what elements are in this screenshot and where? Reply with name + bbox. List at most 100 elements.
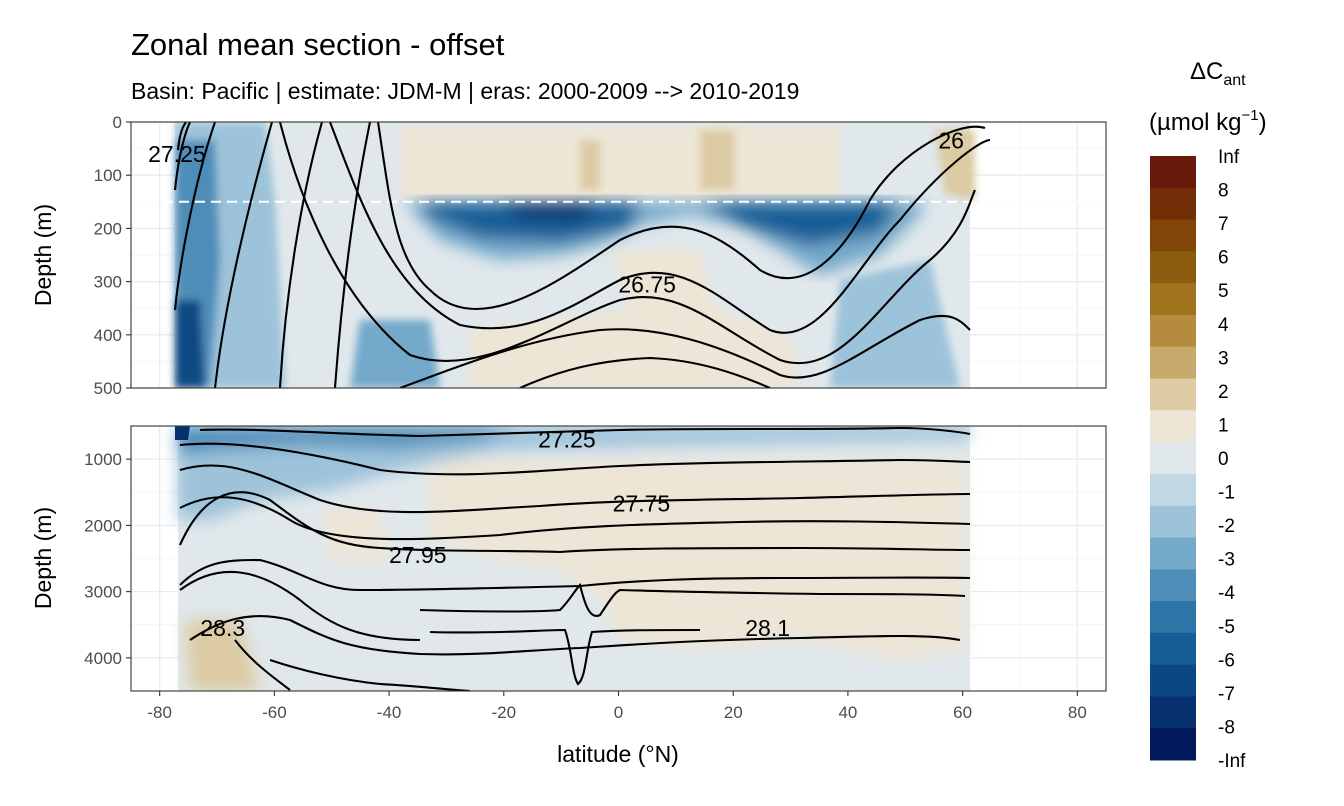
isopycnal-lower-3 [179,464,971,514]
x-tick-label: -40 [377,703,402,722]
legend-swatch [1150,442,1196,475]
lower-contour-labels: 27.25 27.75 27.95 28.3 28.1 [200,426,790,641]
legend-label: -3 [1218,550,1235,571]
y-tick-label: 400 [94,326,122,345]
legend-label: Inf [1218,147,1240,168]
lower-top-corner [175,426,190,440]
isopycnal-lower-1 [199,426,971,438]
isopycnal-upper-8 [329,122,991,334]
y-tick-label: 0 [113,113,122,132]
legend-swatch [1150,314,1196,348]
upper-surface-positive-3 [580,140,600,190]
contour-label: 27.75 [613,491,671,517]
upper-surface-positive [400,125,840,200]
legend-label: -8 [1218,717,1235,738]
legend-label: 2 [1218,382,1229,403]
lower-y-axis: 1000 2000 3000 4000 [84,450,131,668]
x-tick-label: 60 [953,703,972,722]
legend-title-subscript: ant [1223,72,1246,89]
legend-label: -2 [1218,516,1235,537]
contour-label: 28.3 [200,615,245,641]
legend-label: 1 [1218,415,1229,436]
lower-top-negative-2 [178,426,520,455]
legend-swatch [1150,378,1196,411]
legend-swatch [1150,664,1196,697]
contour-label: 27.95 [389,542,447,568]
legend-title: ΔCant [1190,58,1246,89]
isopycnal-upper-9 [278,122,976,365]
contour-label: 27.25 [538,426,596,452]
legend-label: 7 [1218,214,1229,235]
legend-units-main: (µmol kg [1149,109,1242,136]
upper-contour-labels: 27.25 26 26.75 [148,128,964,298]
upper-field [131,122,1106,388]
lower-positive-region [430,460,965,660]
isopycnal-lower-11 [234,639,291,691]
isopycnal-lower-2 [179,442,971,476]
legend-swatch [1150,219,1196,252]
contour-label: 28.1 [745,615,790,641]
legend-swatch [1150,251,1196,284]
contour-label: 27.25 [148,141,206,167]
y-tick-label: 200 [94,219,122,238]
legend-label: -6 [1218,650,1235,671]
upper-south-negative-3 [175,300,205,388]
y-axis-title-upper: Depth (m) [30,204,56,306]
isopycnal-lower-6 [179,491,971,554]
legend-swatch [1150,283,1196,316]
legend-swatch [1150,156,1196,189]
legend-colorbar: Inf 8 7 6 5 4 3 2 1 0 -1 -2 -3 -4 -5 -6 -7 -8 -Inf [1150,147,1246,772]
chart-title: Zonal mean section - offset [131,27,505,62]
isopycnal-upper-10 [399,314,971,388]
isopycnal-lower-8 [179,570,421,642]
legend-swatch [1150,601,1196,634]
legend-label: -1 [1218,483,1235,504]
legend-label: 3 [1218,348,1229,369]
legend-label: 0 [1218,449,1229,470]
legend-label: 5 [1218,281,1229,302]
y-axis-title-lower: Depth (m) [30,507,56,609]
x-tick-label: -20 [492,703,517,722]
legend-swatch [1150,569,1196,602]
isopycnal-lower-12 [429,628,701,686]
legend-units: (µmol kg−1) [1149,107,1267,136]
isopycnal-upper-6 [333,122,372,388]
x-tick-label: 20 [724,703,743,722]
legend-label: 8 [1218,181,1229,202]
isopycnal-upper-2 [173,122,191,191]
upper-equatorial-positive [610,250,720,340]
legend-swatch [1150,728,1196,761]
contour-label: 26 [938,128,964,154]
isopycnal-upper-3 [173,122,216,311]
lower-panel: 27.25 27.75 27.95 28.3 28.1 1000 2000 3000 4000 [84,425,1107,692]
isopycnal-upper-5 [278,122,324,388]
upper-subsurface-negative [350,320,440,388]
lower-midlat-positive [320,510,390,560]
y-tick-label: 500 [94,379,122,398]
legend-label: -4 [1218,583,1235,604]
chart-subtitle: Basin: Pacific | estimate: JDM-M | eras:… [131,78,799,104]
isopycnal-lower-9 [419,582,966,617]
legend-label: -7 [1218,684,1235,705]
x-axis-title: latitude (°N) [557,741,679,767]
upper-negative-core-max [500,202,600,220]
isopycnal-upper-4 [213,122,274,388]
legend-swatch [1150,632,1196,666]
lower-field [175,426,971,691]
upper-surface-positive-2 [700,130,735,190]
legend-swatch [1150,473,1196,507]
legend-label: -Inf [1218,751,1246,772]
isopycnal-lower-10 [269,659,471,691]
legend-label: 6 [1218,248,1229,269]
legend: ΔCant (µmol kg−1) Inf 8 7 6 5 4 3 2 1 0 -1 -2 -3 -4 -5… [1149,58,1267,772]
x-tick-label: 80 [1068,703,1087,722]
isopycnal-lower-7 [189,615,961,656]
x-tick-label: -80 [147,703,172,722]
x-tick-label: 0 [614,703,623,722]
lower-top-negative [178,426,970,520]
upper-panel-border [130,121,1107,389]
isopycnal-upper-1 [176,122,187,151]
legend-swatch [1150,537,1196,570]
legend-units-exponent: −1 [1242,107,1259,124]
